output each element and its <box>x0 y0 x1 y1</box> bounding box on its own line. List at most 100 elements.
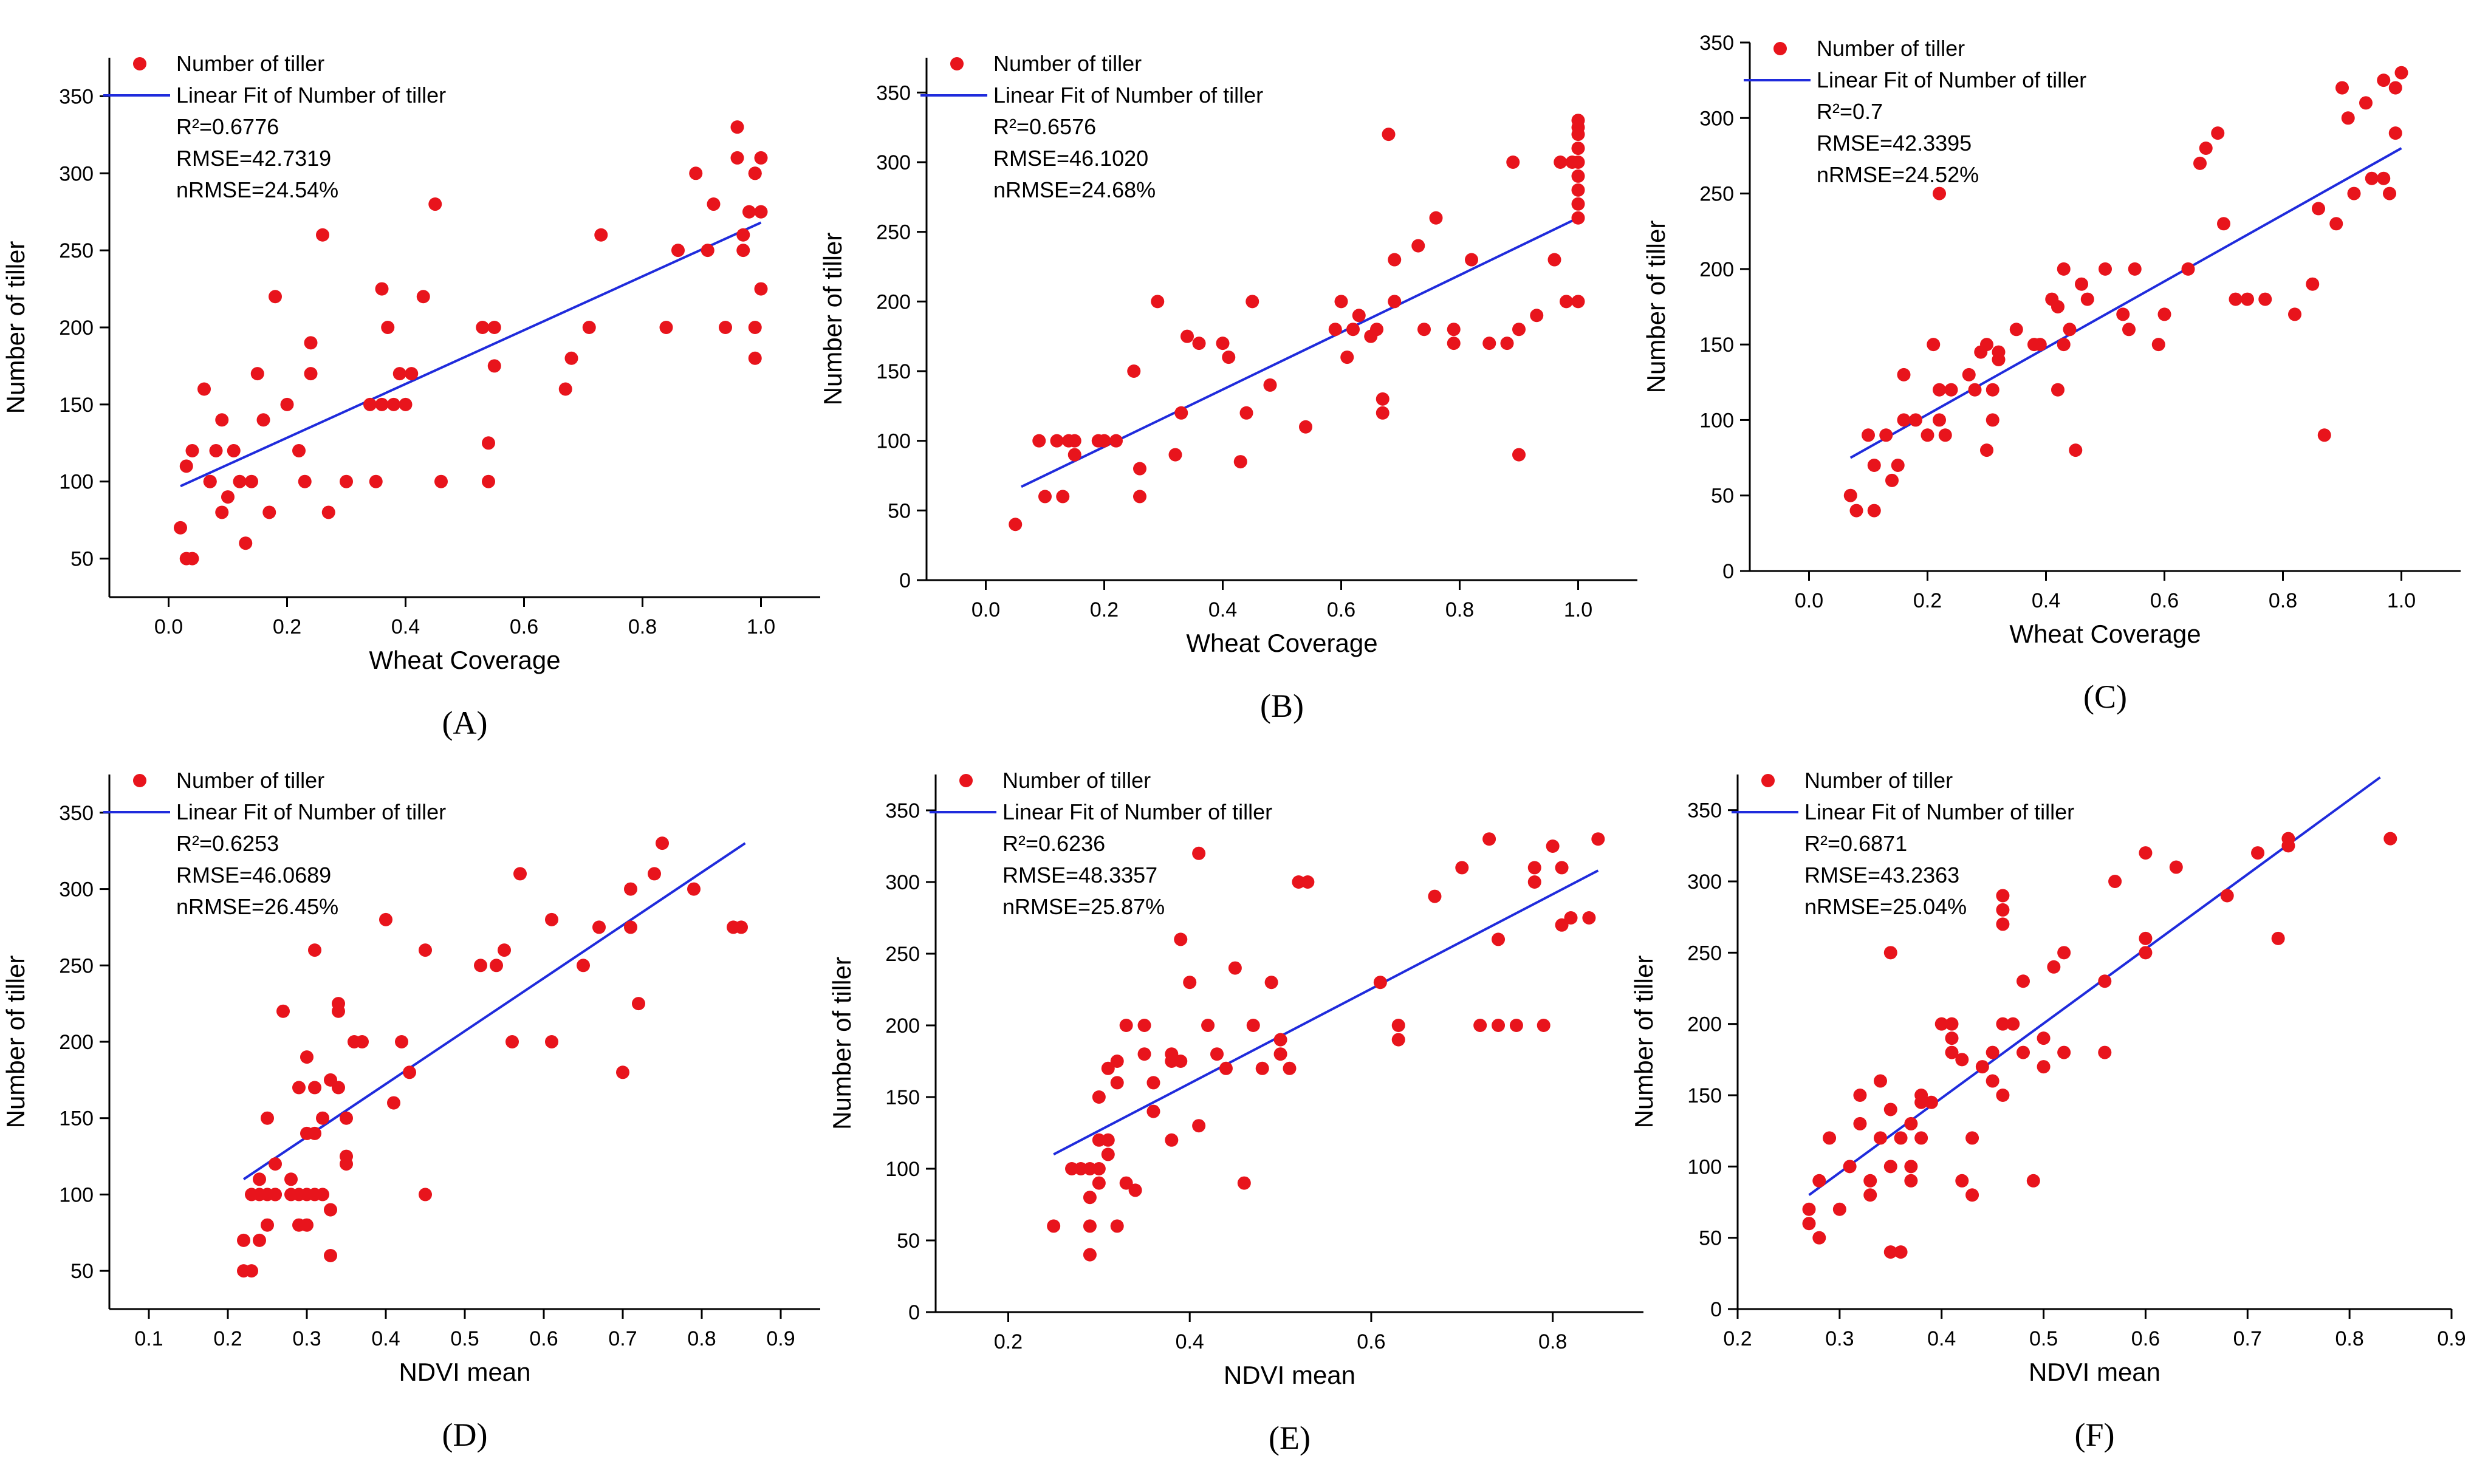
data-point <box>1823 1131 1837 1145</box>
data-point <box>1843 488 1857 502</box>
data-point <box>179 459 193 473</box>
data-point <box>2271 931 2285 945</box>
legend-marker-scatter <box>133 774 146 787</box>
data-point <box>2017 1045 2030 1059</box>
data-point <box>2037 1060 2051 1074</box>
data-point <box>1492 1019 1506 1032</box>
data-point <box>2139 931 2153 945</box>
x-tick-label: 0.8 <box>628 615 657 638</box>
data-point <box>1933 413 1946 427</box>
data-point <box>1904 1116 1918 1130</box>
data-point <box>1192 846 1206 860</box>
data-point <box>1853 1089 1867 1102</box>
data-point <box>233 474 247 488</box>
data-point <box>245 1264 258 1278</box>
data-point <box>399 397 413 411</box>
data-point <box>1165 1133 1179 1147</box>
data-point <box>375 397 389 411</box>
data-point <box>253 1233 266 1247</box>
data-point <box>1180 329 1194 343</box>
data-point <box>1009 518 1023 532</box>
data-point <box>1883 1245 1897 1259</box>
data-point <box>1955 1174 1969 1188</box>
data-point <box>1591 832 1605 846</box>
x-tick-label: 0.0 <box>1795 589 1823 612</box>
stats-annotation: nRMSE=24.52% <box>1817 162 1979 187</box>
x-tick-label: 0.2 <box>213 1327 242 1350</box>
data-point <box>2347 186 2361 200</box>
data-point <box>736 228 750 242</box>
data-point <box>2151 338 2165 352</box>
data-point <box>1391 1019 1405 1032</box>
x-tick-label: 0.5 <box>450 1327 479 1350</box>
x-axis-title: NDVI mean <box>1224 1361 1355 1389</box>
data-point <box>1904 1174 1918 1188</box>
data-point <box>1047 1219 1061 1233</box>
data-point <box>1980 443 1993 457</box>
data-point <box>2388 81 2402 95</box>
panel-label: (D) <box>442 1417 488 1453</box>
stats-annotation: nRMSE=24.68% <box>993 177 1156 202</box>
data-point <box>2335 81 2349 95</box>
data-point <box>1428 889 1442 903</box>
data-point <box>215 505 229 519</box>
data-point <box>2047 960 2061 974</box>
x-tick-label: 0.2 <box>273 615 301 638</box>
y-tick-label: 250 <box>1687 942 1722 965</box>
data-point <box>1417 323 1431 337</box>
y-tick-label: 250 <box>59 954 94 977</box>
data-point <box>403 1065 416 1079</box>
data-point <box>1246 295 1259 309</box>
data-point <box>1429 211 1443 225</box>
data-point <box>1391 1033 1405 1047</box>
data-point <box>340 1157 353 1171</box>
y-tick-label: 300 <box>885 871 920 894</box>
stats-annotation: R²=0.6776 <box>176 114 279 139</box>
data-point <box>1980 338 1993 352</box>
data-point <box>1050 434 1064 448</box>
data-point <box>227 443 241 457</box>
stats-annotation: nRMSE=25.87% <box>1002 894 1165 919</box>
data-point <box>1938 428 1952 442</box>
x-tick-label: 0.6 <box>2131 1327 2160 1350</box>
data-point <box>1512 448 1526 462</box>
data-point <box>185 552 199 566</box>
data-point <box>1382 128 1396 142</box>
data-point <box>2383 186 2396 200</box>
data-point <box>719 321 732 334</box>
data-point <box>2080 292 2094 306</box>
data-point <box>1537 1019 1551 1032</box>
data-point <box>395 1035 408 1048</box>
y-tick-label: 200 <box>59 316 94 340</box>
data-point <box>1346 323 1360 337</box>
data-point <box>2017 974 2030 988</box>
data-point <box>428 197 442 211</box>
data-point <box>2057 1045 2071 1059</box>
x-tick-label: 0.6 <box>1357 1330 1385 1353</box>
data-point <box>2199 142 2213 155</box>
stats-annotation: nRMSE=25.04% <box>1804 894 1967 919</box>
data-point <box>2108 875 2122 888</box>
data-point <box>582 321 596 334</box>
x-tick-label: 0.0 <box>154 615 183 638</box>
data-point <box>1174 932 1188 946</box>
data-point <box>2037 1031 2051 1045</box>
data-point <box>545 912 558 926</box>
data-point <box>1137 1047 1151 1061</box>
data-point <box>1264 976 1278 990</box>
x-tick-label: 0.6 <box>510 615 538 638</box>
data-point <box>245 474 258 488</box>
data-point <box>1874 1074 1887 1088</box>
data-point <box>1246 1019 1260 1032</box>
stats-annotation: R²=0.7 <box>1817 99 1883 124</box>
data-point <box>1447 337 1461 350</box>
data-point <box>387 1096 400 1110</box>
x-tick-label: 0.6 <box>2150 589 2179 612</box>
data-point <box>1975 1060 1989 1074</box>
data-point <box>1340 350 1354 364</box>
panel-label: (C) <box>2083 679 2127 715</box>
data-point <box>490 959 503 973</box>
legend-label-fit: Linear Fit of Number of tiller <box>1002 799 1272 824</box>
data-point <box>545 1035 558 1048</box>
data-point <box>2075 277 2088 291</box>
